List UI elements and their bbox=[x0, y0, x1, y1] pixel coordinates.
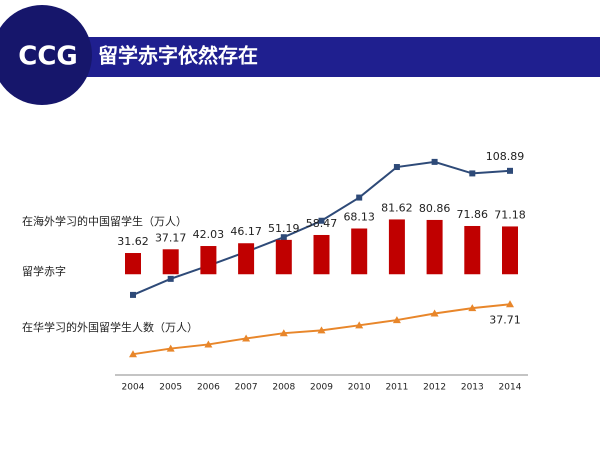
data-label: 68.13 bbox=[343, 210, 375, 223]
data-label: 71.86 bbox=[457, 208, 489, 221]
marker bbox=[507, 167, 513, 174]
marker bbox=[318, 217, 325, 224]
x-tick-label: 2011 bbox=[385, 383, 408, 393]
x-tick-label: 2004 bbox=[122, 383, 145, 393]
marker bbox=[431, 158, 438, 165]
data-label: 58.47 bbox=[306, 217, 338, 230]
data-label: 37.17 bbox=[155, 231, 187, 244]
x-tick-label: 2007 bbox=[235, 383, 258, 393]
marker bbox=[430, 309, 439, 317]
data-label: 108.89 bbox=[486, 150, 525, 163]
data-label: 81.62 bbox=[381, 201, 413, 214]
x-tick-label: 2014 bbox=[499, 383, 522, 393]
marker bbox=[469, 170, 476, 177]
bar bbox=[238, 243, 255, 275]
data-label: 80.86 bbox=[419, 202, 451, 215]
marker bbox=[280, 234, 287, 241]
marker bbox=[242, 334, 251, 342]
x-tick-label: 2012 bbox=[423, 383, 446, 393]
logo-circle bbox=[0, 5, 92, 105]
marker bbox=[468, 304, 477, 312]
marker bbox=[130, 291, 136, 298]
marker bbox=[129, 350, 137, 358]
bar bbox=[351, 228, 368, 275]
data-label: 46.17 bbox=[230, 225, 262, 238]
marker bbox=[204, 340, 213, 348]
title: 留学赤字依然存在 bbox=[98, 44, 258, 68]
data-label: 42.03 bbox=[193, 228, 225, 241]
marker bbox=[355, 321, 364, 329]
x-tick-label: 2005 bbox=[159, 383, 182, 393]
marker bbox=[506, 300, 514, 308]
series-label: 留学赤字 bbox=[22, 264, 66, 278]
marker bbox=[279, 329, 288, 337]
x-tick-label: 2009 bbox=[310, 383, 333, 393]
bar bbox=[275, 239, 292, 275]
marker bbox=[393, 164, 400, 171]
data-label: 71.18 bbox=[494, 208, 526, 221]
bar bbox=[162, 249, 179, 275]
brand: CCG bbox=[18, 42, 78, 72]
data-label: 51.19 bbox=[268, 222, 300, 235]
header-band bbox=[40, 37, 600, 77]
x-tick-label: 2006 bbox=[197, 383, 220, 393]
data-label: 31.62 bbox=[117, 235, 149, 248]
marker bbox=[392, 316, 401, 324]
bar bbox=[502, 226, 518, 275]
bar bbox=[388, 219, 405, 275]
x-tick-label: 2008 bbox=[272, 383, 295, 393]
marker bbox=[166, 344, 175, 352]
data-label: 37.71 bbox=[489, 313, 521, 326]
x-tick-label: 2013 bbox=[461, 383, 484, 393]
series-label: 在海外学习的中国留学生（万人） bbox=[22, 214, 187, 228]
marker bbox=[356, 194, 363, 201]
bar bbox=[200, 246, 217, 275]
bar bbox=[125, 253, 141, 275]
x-tick-label: 2010 bbox=[348, 383, 371, 393]
marker bbox=[317, 326, 326, 334]
marker bbox=[167, 275, 174, 282]
bar bbox=[464, 225, 481, 275]
bar bbox=[313, 234, 330, 275]
series-label: 在华学习的外国留学生人数（万人） bbox=[22, 320, 198, 334]
bar bbox=[426, 219, 443, 275]
